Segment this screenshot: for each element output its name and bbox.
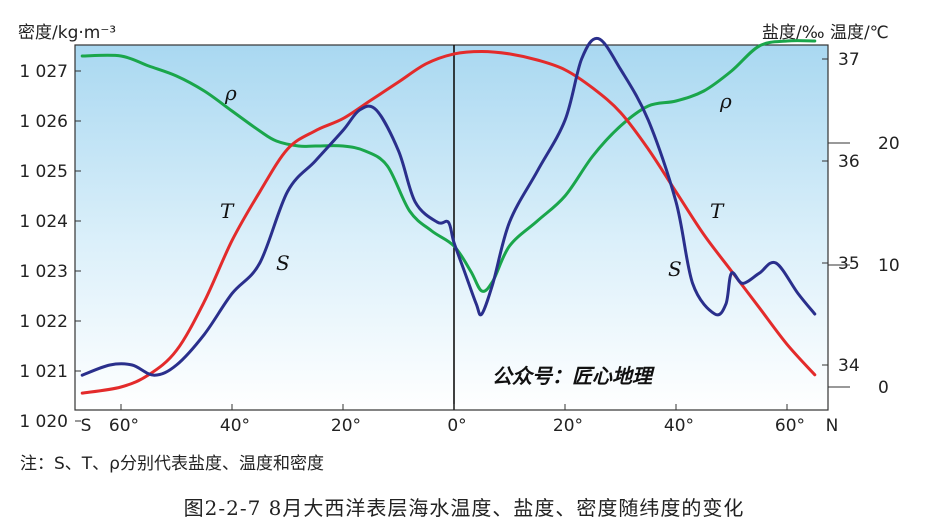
x-tick-label: 60° — [775, 416, 805, 436]
curve-label: ρ — [719, 89, 732, 113]
figure-caption: 图2-2-7 8月大西洋表层海水温度、盐度、密度随纬度的变化 — [183, 496, 745, 520]
salinity-tick-label: 35 — [838, 254, 860, 274]
density-tick-label: 1 023 — [19, 262, 68, 282]
curve-label: T — [710, 199, 725, 223]
density-tick-label: 1 021 — [19, 362, 68, 382]
x-tick-label: S — [81, 416, 92, 436]
x-tick-label: 40° — [220, 416, 250, 436]
left-axis-title: 密度/kg·m⁻³ — [18, 23, 117, 43]
density-tick-label: 1 027 — [19, 62, 68, 82]
chart-note: 注：S、T、ρ分别代表盐度、温度和密度 — [20, 454, 324, 474]
salinity-tick-label: 37 — [838, 50, 860, 70]
density-tick-label: 1 024 — [19, 212, 68, 232]
density-tick-label: 1 020 — [19, 412, 68, 432]
right-axis-title: 盐度/‰ 温度/℃ — [762, 23, 889, 43]
curve-label: T — [220, 199, 235, 223]
salinity-tick-label: 36 — [838, 152, 860, 172]
x-tick-label: N — [826, 416, 839, 436]
watermark: 公众号：匠心地理 — [492, 364, 652, 388]
salinity-tick-label: 34 — [838, 356, 860, 376]
temperature-tick-label: 0 — [878, 378, 889, 398]
x-tick-label: 0° — [447, 416, 466, 436]
x-tick-label: 40° — [664, 416, 694, 436]
chart-area: 1 027 1 026 1 025 1 024 1 023 1 022 1 021 1 020… — [19, 36, 900, 436]
curve-label: S — [668, 257, 682, 281]
temperature-tick-label: 20 — [878, 134, 900, 154]
temperature-tick-label: 10 — [878, 256, 900, 276]
x-tick-label: 20° — [331, 416, 361, 436]
density-tick-label: 1 025 — [19, 162, 68, 182]
curve-label: S — [276, 251, 290, 275]
density-tick-label: 1 026 — [19, 112, 68, 132]
density-tick-label: 1 022 — [19, 312, 68, 332]
curve-label: ρ — [224, 81, 237, 105]
series-line-temperature — [80, 50, 817, 395]
series-line-salinity — [80, 36, 817, 377]
x-tick-label: 20° — [553, 416, 583, 436]
x-tick-label: 60° — [109, 416, 139, 436]
